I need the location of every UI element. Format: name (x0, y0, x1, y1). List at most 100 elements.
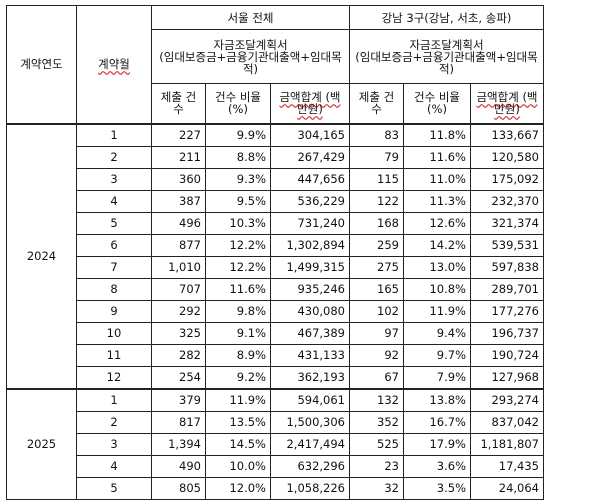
seoul-count-cell: 292 (151, 299, 206, 323)
seoul-ratio-cell: 12.0% (205, 476, 271, 500)
header-month: 계약월 (98, 57, 130, 72)
month-cell: 1 (76, 122, 152, 147)
gangnam-ratio-cell: 3.6% (403, 454, 471, 478)
month-cell: 9 (76, 299, 152, 323)
seoul-sum-cell: 267,429 (270, 145, 350, 169)
gangnam-ratio-cell: 14.2% (403, 233, 471, 257)
header-seoul: 서울 전체 (151, 5, 350, 30)
gangnam-sum-cell: 321,374 (470, 211, 544, 235)
seoul-ratio-cell: 11.6% (205, 277, 271, 301)
gangnam-ratio-cell: 13.8% (403, 387, 471, 412)
table-row: 2 211 8.8% 267,429 79 11.6% 120,580 (7, 145, 544, 169)
gangnam-sum-cell: 175,092 (470, 167, 544, 191)
gangnam-count-cell: 102 (349, 299, 404, 323)
gangnam-count-cell: 79 (349, 145, 404, 169)
gangnam-count-cell: 525 (349, 432, 404, 456)
gangnam-count-cell: 32 (349, 476, 404, 500)
seoul-count-cell: 805 (151, 476, 206, 500)
header-gangnam: 강남 3구(강남, 서초, 송파) (349, 5, 544, 30)
gangnam-sum-cell: 1,181,807 (470, 432, 544, 456)
month-cell: 2 (76, 410, 152, 434)
gangnam-ratio-cell: 9.4% (403, 321, 471, 345)
seoul-ratio-cell: 11.9% (205, 387, 271, 412)
plan-title: 자금조달계획서 (409, 37, 484, 52)
gangnam-count-cell: 122 (349, 189, 404, 213)
gangnam-sum-cell: 539,531 (470, 233, 544, 257)
gangnam-sum-cell: 190,724 (470, 343, 544, 367)
gangnam-sum-cell: 24,064 (470, 476, 544, 500)
table-row: 12 254 9.2% 362,193 67 7.9% 127,968 (7, 365, 544, 389)
month-cell: 10 (76, 321, 152, 345)
seoul-count-cell: 707 (151, 277, 206, 301)
year-cell: 2024 (6, 122, 77, 389)
gangnam-ratio-cell: 11.6% (403, 145, 471, 169)
gangnam-count-cell: 275 (349, 255, 404, 279)
gangnam-count-cell: 97 (349, 321, 404, 345)
seoul-ratio-cell: 8.8% (205, 145, 271, 169)
gangnam-count-cell: 115 (349, 167, 404, 191)
table-row: 2024 1 227 9.9% 304,165 83 11.8% 133,667 (6, 122, 544, 389)
seoul-sum-cell: 467,389 (270, 321, 350, 345)
seoul-count-cell: 282 (151, 343, 206, 367)
plan-title: 자금조달계획서 (213, 37, 288, 52)
table-row: 6 877 12.2% 1,302,894 259 14.2% 539,531 (7, 233, 544, 257)
gangnam-sum-cell: 293,274 (470, 387, 544, 412)
table-row: 2025 1 379 11.9% 594,061 132 13.8% 293,274 (6, 387, 544, 500)
table-row: 2 817 13.5% 1,500,306 352 16.7% 837,042 (7, 410, 544, 434)
gangnam-count-cell: 83 (349, 122, 404, 147)
header-sum-label: 금액합계 (백만원) (476, 90, 538, 117)
seoul-ratio-cell: 10.3% (205, 211, 271, 235)
table-row: 4 490 10.0% 632,296 23 3.6% 17,435 (7, 454, 544, 478)
seoul-count-cell: 1,010 (151, 255, 206, 279)
seoul-ratio-cell: 8.9% (205, 343, 271, 367)
header-seoul-sum: 금액합계 (백만원) (270, 83, 350, 124)
month-cell: 6 (76, 233, 152, 257)
month-cell: 5 (76, 476, 152, 500)
seoul-sum-cell: 431,133 (270, 343, 350, 367)
header-seoul-count: 제출 건수 (151, 83, 206, 124)
table-row: 5 805 12.0% 1,058,226 32 3.5% 24,064 (7, 476, 544, 500)
seoul-sum-cell: 304,165 (270, 122, 350, 147)
gangnam-sum-cell: 120,580 (470, 145, 544, 169)
seoul-ratio-cell: 9.5% (205, 189, 271, 213)
gangnam-ratio-cell: 7.9% (403, 365, 471, 389)
gangnam-count-cell: 352 (349, 410, 404, 434)
seoul-sum-cell: 1,500,306 (270, 410, 350, 434)
header-month-cell: 계약월 (76, 5, 152, 124)
gangnam-ratio-cell: 10.8% (403, 277, 471, 301)
table-row: 8 707 11.6% 935,246 165 10.8% 289,701 (7, 277, 544, 301)
seoul-count-cell: 211 (151, 145, 206, 169)
seoul-count-cell: 360 (151, 167, 206, 191)
gangnam-sum-cell: 597,838 (470, 255, 544, 279)
header-gangnam-count: 제출 건수 (349, 83, 404, 124)
seoul-sum-cell: 430,080 (270, 299, 350, 323)
table-row: 11 282 8.9% 431,133 92 9.7% 190,724 (7, 343, 544, 367)
seoul-count-cell: 254 (151, 365, 206, 389)
seoul-sum-cell: 447,656 (270, 167, 350, 191)
month-cell: 4 (76, 189, 152, 213)
gangnam-ratio-cell: 11.3% (403, 189, 471, 213)
seoul-count-cell: 325 (151, 321, 206, 345)
gangnam-sum-cell: 17,435 (470, 454, 544, 478)
header-gangnam-ratio: 건수 비율 (%) (403, 83, 471, 124)
seoul-ratio-cell: 12.2% (205, 255, 271, 279)
header-sum-label: 금액합계 (백만원) (279, 90, 341, 117)
seoul-ratio-cell: 14.5% (205, 432, 271, 456)
gangnam-count-cell: 165 (349, 277, 404, 301)
gangnam-sum-cell: 289,701 (470, 277, 544, 301)
seoul-ratio-cell: 9.2% (205, 365, 271, 389)
seoul-ratio-cell: 9.9% (205, 122, 271, 147)
gangnam-ratio-cell: 11.9% (403, 299, 471, 323)
seoul-sum-cell: 2,417,494 (270, 432, 350, 456)
seoul-sum-cell: 1,302,894 (270, 233, 350, 257)
seoul-count-cell: 227 (151, 122, 206, 147)
seoul-sum-cell: 594,061 (270, 387, 350, 412)
gangnam-ratio-cell: 11.0% (403, 167, 471, 191)
seoul-sum-cell: 536,229 (270, 189, 350, 213)
table-row: 10 325 9.1% 467,389 97 9.4% 196,737 (7, 321, 544, 345)
header-seoul-plan: 자금조달계획서 (임대보증금+금융기관대출액+임대목적) (151, 29, 350, 84)
header-year: 계약연도 (6, 5, 77, 124)
seoul-sum-cell: 1,058,226 (270, 476, 350, 500)
month-cell: 3 (76, 432, 152, 456)
table-row: 5 496 10.3% 731,240 168 12.6% 321,374 (7, 211, 544, 235)
